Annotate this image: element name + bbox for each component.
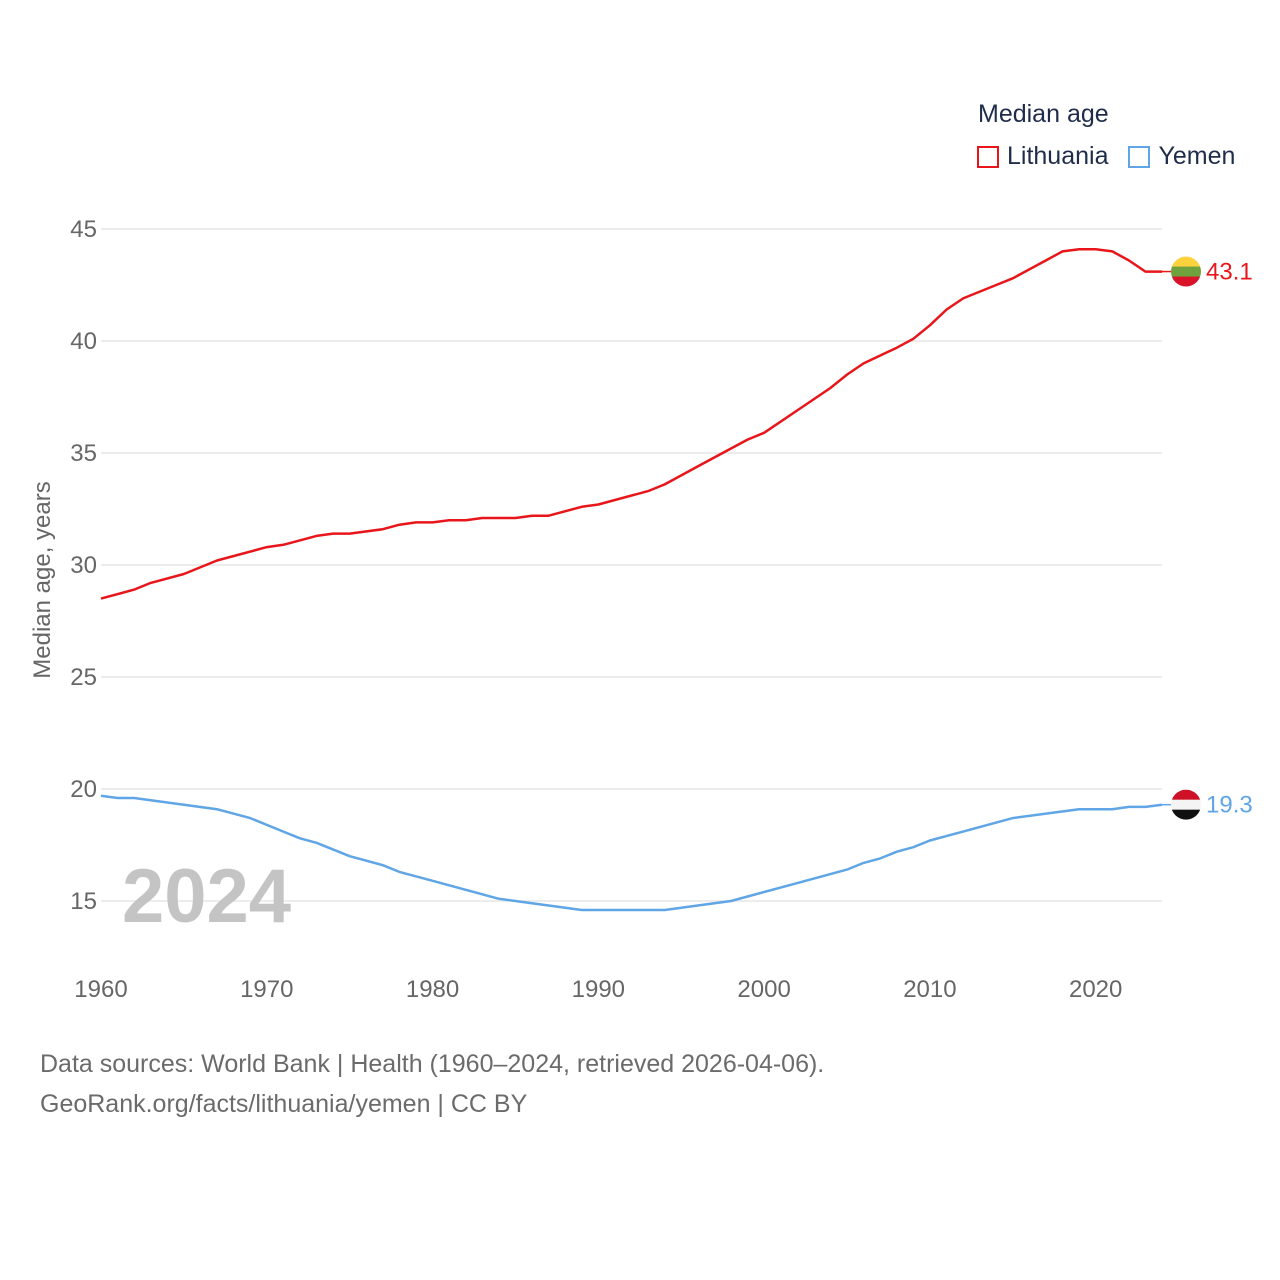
legend-swatch-yemen <box>1128 145 1151 168</box>
flag-icon-lithuania <box>1171 256 1201 287</box>
grid-lines <box>101 228 1162 902</box>
x-tick-label: 1980 <box>406 976 459 1003</box>
year-stamp: 2024 <box>122 854 291 939</box>
legend-item-lithuania[interactable]: Lithuania <box>977 142 1108 171</box>
source-line-1: Data sources: World Bank | Health (1960–… <box>40 1050 825 1078</box>
x-tick-label: 1960 <box>74 976 127 1003</box>
y-axis-title: Median age, years <box>29 481 56 678</box>
legend-title: Median age <box>978 100 1109 128</box>
y-tick-label: 15 <box>70 888 97 915</box>
x-tick-label: 2010 <box>903 976 956 1003</box>
x-tick-label: 1990 <box>572 976 625 1003</box>
y-tick-label: 20 <box>70 776 97 803</box>
flag-icon-yemen <box>1171 789 1201 820</box>
source-note: Data sources: World Bank | Health (1960–… <box>40 1044 824 1124</box>
source-line-2[interactable]: GeoRank.org/facts/lithuania/yemen | CC B… <box>40 1090 528 1118</box>
end-value-label-yemen: 19.3 <box>1206 792 1253 819</box>
series-lines <box>100 247 1163 912</box>
legend: Lithuania Yemen <box>977 142 1255 171</box>
series-line-lithuania[interactable] <box>100 247 1162 600</box>
x-tick-label: 2020 <box>1069 976 1122 1003</box>
legend-item-yemen[interactable]: Yemen <box>1128 142 1235 171</box>
y-tick-label: 35 <box>70 440 97 467</box>
y-tick-label: 45 <box>70 216 97 243</box>
legend-label-lithuania: Lithuania <box>1007 142 1109 170</box>
y-tick-label: 40 <box>70 328 97 355</box>
end-value-label-lithuania: 43.1 <box>1206 259 1253 286</box>
series-line-yemen[interactable] <box>100 794 1163 912</box>
x-tick-label: 2000 <box>737 976 790 1003</box>
y-axis-ticks: 15 20 25 30 35 40 45 <box>70 216 97 915</box>
legend-label-yemen: Yemen <box>1158 142 1236 170</box>
series-end-markers: 43.1 19.3 <box>1162 256 1253 820</box>
x-axis-ticks: 1960 1970 1980 1990 2000 2010 2020 <box>74 976 1122 1003</box>
y-tick-label: 30 <box>70 552 97 579</box>
y-tick-label: 25 <box>70 664 97 691</box>
x-tick-label: 1970 <box>240 976 293 1003</box>
legend-swatch-lithuania <box>977 145 999 168</box>
